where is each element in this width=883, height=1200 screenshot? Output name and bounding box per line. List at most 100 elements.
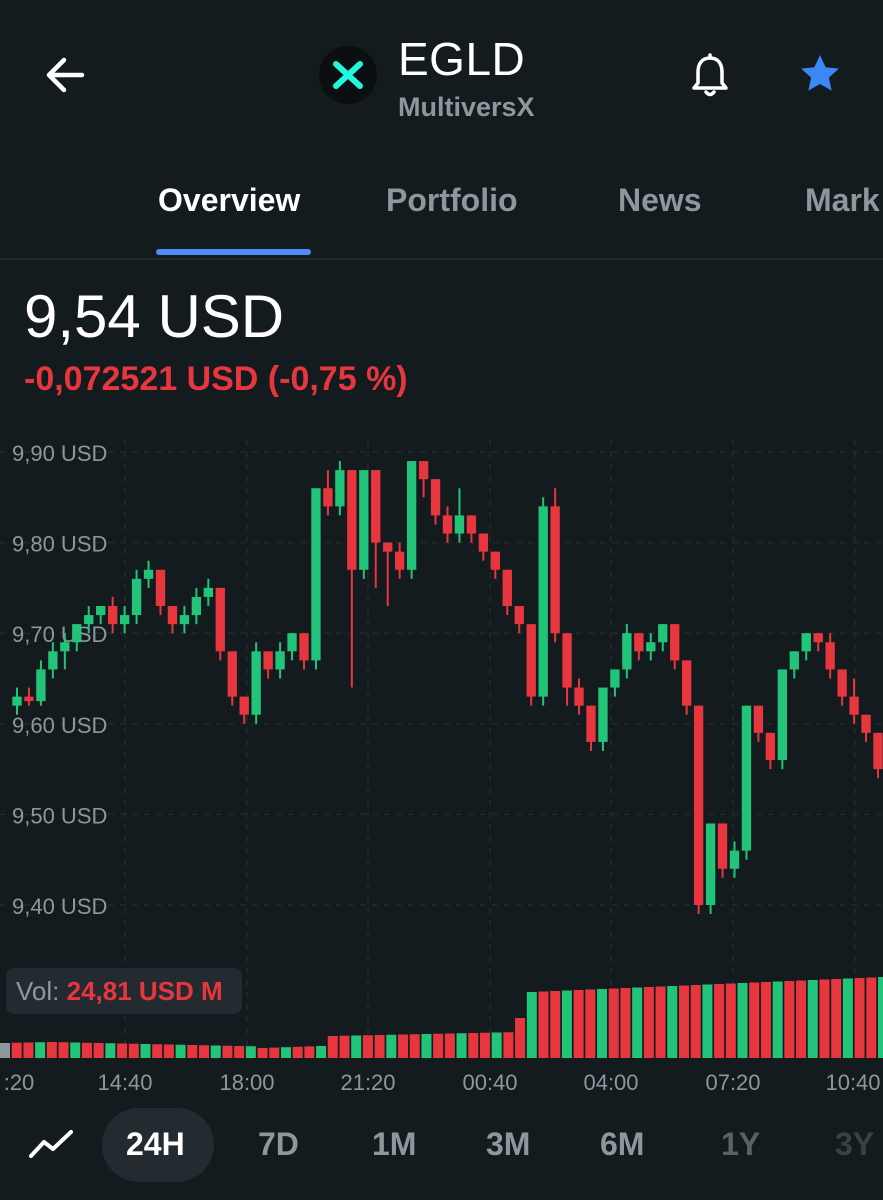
candle-body [155, 569, 166, 607]
volume-bar [117, 1043, 128, 1058]
volume-bar [760, 982, 771, 1058]
candle-body [191, 596, 202, 616]
volume-bar [819, 979, 830, 1058]
candle-body [24, 696, 34, 702]
range-7d[interactable]: 7D [258, 1126, 299, 1162]
volume-bar [374, 1035, 385, 1058]
volume-bar [444, 1033, 455, 1058]
candle-body [598, 687, 608, 742]
candle-body [610, 669, 620, 688]
candle-body [717, 823, 728, 869]
volume-bar [725, 983, 736, 1058]
candle-body [586, 705, 596, 742]
candle-body [84, 615, 94, 625]
candle-body [538, 506, 548, 697]
candle-body [574, 687, 584, 706]
candle-body [371, 470, 381, 543]
volume-bar [128, 1043, 139, 1058]
x-tick-label: 14:40 [97, 1070, 152, 1095]
candlestick-chart[interactable]: 9,90 USD 9,80 USD 9,70 USD 9,60 USD 9,50 USD… [0, 420, 883, 1100]
tab-overview[interactable]: Overview [158, 182, 301, 218]
y-tick-label: 9,70 USD [12, 622, 107, 647]
range-6m[interactable]: 6M [600, 1126, 645, 1162]
volume-bar [222, 1045, 233, 1058]
volume-bar [175, 1044, 186, 1058]
range-3y[interactable]: 3Y [835, 1126, 875, 1162]
volume-bar [456, 1033, 467, 1058]
volume-bar [702, 984, 713, 1058]
tab-portfolio[interactable]: Portfolio [386, 182, 518, 218]
x-tick-label: 04:00 [583, 1070, 638, 1095]
volume-bar [772, 981, 783, 1058]
coin-symbol: EGLD [398, 33, 526, 85]
app-header: EGLD MultiversX [0, 0, 883, 150]
candle-body [119, 615, 130, 625]
volume-bar [386, 1034, 397, 1058]
candle-body [849, 696, 859, 715]
volume-bar [573, 990, 584, 1058]
candle-body [359, 470, 369, 570]
star-icon[interactable] [798, 52, 842, 96]
coin-name: MultiversX [398, 92, 535, 122]
volume-bar [245, 1046, 256, 1058]
volume-bar [608, 988, 619, 1058]
volume-bar [479, 1032, 490, 1058]
candle-body [705, 823, 716, 905]
volume-bar [316, 1046, 327, 1058]
volume-bar [81, 1042, 92, 1058]
volume-bar [866, 977, 877, 1058]
tab-markets[interactable]: Mark [805, 182, 880, 218]
candle-body [526, 624, 536, 697]
volume-bar [163, 1044, 174, 1058]
volume-bar [292, 1046, 303, 1058]
volume-bar [46, 1042, 57, 1058]
volume-bar [503, 1032, 514, 1058]
candle-body [502, 569, 512, 607]
candle-body [60, 642, 70, 652]
candle-body [825, 642, 835, 670]
candle-body [215, 587, 225, 652]
line-chart-icon[interactable] [28, 1128, 74, 1160]
range-selector: 24H 7D 1M 3M 6M 1Y 3Y [0, 1100, 883, 1200]
back-arrow-icon[interactable] [40, 50, 90, 100]
active-range-pill [102, 1108, 214, 1182]
volume-bar [199, 1045, 210, 1058]
candle-body [777, 669, 787, 761]
x-tick-label: :20 [4, 1070, 35, 1095]
candle-body [418, 461, 429, 480]
candle-body [442, 515, 453, 534]
volume-bar [854, 978, 865, 1058]
x-tick-label: 07:20 [705, 1070, 760, 1095]
range-1y[interactable]: 1Y [721, 1126, 761, 1162]
candle-body [693, 705, 704, 905]
volume-bar [526, 992, 537, 1058]
candle-body [406, 461, 417, 570]
volume-readout: Vol: 24,81 USD M [6, 968, 242, 1014]
volume-bar [105, 1043, 116, 1058]
volume-bar [140, 1044, 151, 1058]
candle-body [466, 515, 477, 534]
candle-body [514, 606, 524, 625]
range-1m[interactable]: 1M [372, 1126, 417, 1162]
tab-news[interactable]: News [618, 182, 702, 218]
bell-icon[interactable] [686, 52, 734, 100]
volume-bar [351, 1035, 362, 1058]
volume-bar [561, 990, 572, 1058]
candle-body [179, 615, 190, 625]
range-24h[interactable]: 24H [126, 1126, 185, 1162]
price-change: -0,072521 USD (-0,75 %) [24, 360, 408, 398]
x-tick-label: 00:40 [462, 1070, 517, 1095]
range-3m[interactable]: 3M [486, 1126, 531, 1162]
volume-bar [257, 1048, 268, 1058]
candle-body [167, 606, 178, 625]
candle-body [682, 660, 692, 706]
coin-logo-icon [319, 46, 377, 104]
volume-bar [362, 1035, 373, 1058]
volume-bar [70, 1042, 81, 1058]
candle-body [490, 551, 500, 570]
y-tick-label: 9,60 USD [12, 713, 107, 738]
volume-bar [620, 988, 631, 1058]
candle-body [658, 624, 668, 643]
y-tick-label: 9,80 USD [12, 532, 107, 557]
candle-body [48, 651, 58, 670]
